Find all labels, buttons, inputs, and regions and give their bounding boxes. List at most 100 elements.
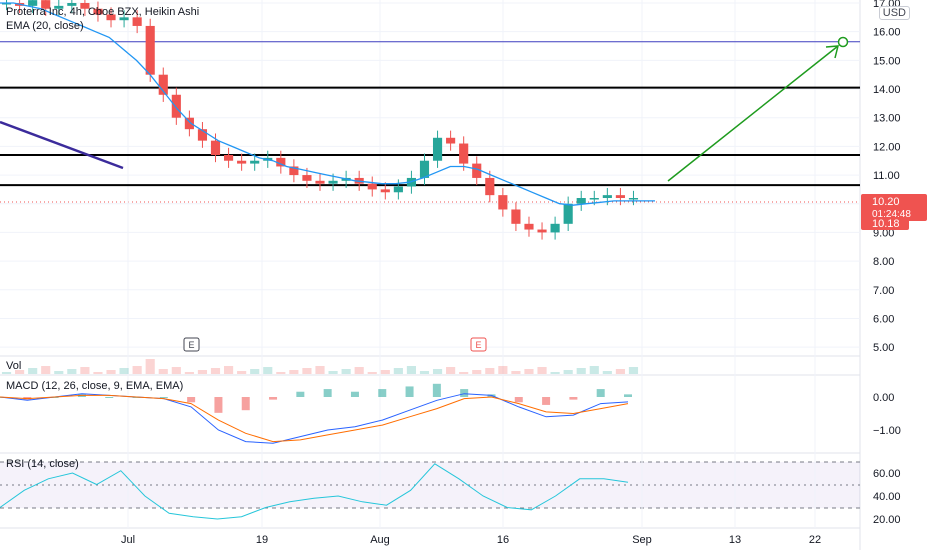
y-tick-label: 16.00 [873, 27, 901, 39]
candle-countdown: 01:24:48 [872, 209, 911, 220]
volume-bar [210, 368, 221, 374]
y-tick-label: 5.00 [873, 342, 894, 354]
x-tick-label: Aug [370, 534, 390, 546]
svg-text:E: E [188, 340, 194, 350]
volume-bar [171, 367, 181, 374]
macd-legend[interactable]: MACD (12, 26, close, 9, EMA, EMA) [6, 380, 184, 392]
volume-bar [132, 366, 142, 374]
projection-arrow[interactable] [667, 45, 839, 182]
volume-bar [380, 370, 390, 374]
macd-histogram-bar [378, 389, 387, 397]
volume-bar [80, 367, 90, 374]
candle [158, 74, 168, 95]
volume-bar [328, 371, 338, 374]
candle [54, 5, 64, 9]
volume-bar [145, 359, 155, 374]
candle [276, 157, 286, 167]
volume-bar [224, 366, 234, 374]
volume-bar [498, 366, 508, 374]
candle [197, 129, 208, 141]
volume-bar [459, 372, 469, 374]
volume-bar [446, 367, 456, 374]
descending-trendline[interactable] [0, 120, 124, 170]
candle [132, 17, 142, 26]
y-tick-label: 13.00 [873, 113, 901, 125]
candle [563, 203, 573, 224]
candle [537, 229, 547, 233]
signal-line [0, 394, 629, 443]
earnings-marker[interactable]: E [183, 337, 200, 352]
volume-bar [250, 369, 260, 374]
y-tick-label: 7.00 [873, 285, 894, 297]
x-tick-label: 19 [256, 534, 268, 546]
y-tick-label: 17.00 [873, 0, 901, 10]
candle [302, 175, 312, 181]
macd-histogram-bar [296, 391, 305, 397]
macd-histogram-bar [159, 397, 168, 398]
macd-histogram-bar [514, 397, 523, 403]
ema-line [0, 2, 655, 206]
earnings-marker-upcoming[interactable]: E [470, 337, 487, 352]
svg-text:E: E [475, 340, 481, 350]
candle [250, 160, 260, 164]
macd-histogram-bar [596, 389, 605, 397]
volume-bar [158, 369, 168, 374]
y-tick-label: 6.00 [873, 313, 894, 325]
volume-bar [563, 370, 573, 374]
macd-histogram-bar [214, 397, 223, 413]
candle [328, 180, 338, 184]
volume-bar [341, 369, 351, 374]
y-tick-label: 8.00 [873, 256, 894, 268]
candle [119, 17, 129, 21]
volume-bar [184, 372, 194, 374]
volume-bar [511, 371, 521, 374]
volume-bar [119, 368, 129, 374]
last-price-tag [861, 194, 927, 221]
candle [459, 143, 469, 164]
candle [28, 0, 38, 6]
candle [419, 160, 430, 178]
candle [576, 198, 586, 204]
macd-histogram-bar [187, 397, 196, 403]
candle [602, 195, 612, 199]
volume-bar [315, 366, 325, 374]
volume-bar [602, 371, 612, 374]
candle [315, 180, 325, 184]
macd-line [0, 393, 629, 444]
volume-bar [550, 372, 560, 374]
volume-legend[interactable]: Vol [6, 360, 22, 372]
rsi-legend[interactable]: RSI (14, close) [6, 458, 79, 470]
anchor-handle-icon[interactable] [837, 36, 849, 48]
volume-bar [419, 371, 430, 374]
volume-bar [197, 370, 208, 374]
macd-y-tick: −1.00 [873, 425, 901, 437]
y-tick-label: 9.00 [873, 227, 894, 239]
macd-histogram-bar [269, 397, 278, 400]
y-tick-label: 11.00 [873, 170, 900, 182]
macd-histogram-bar [323, 389, 332, 397]
volume-bar [237, 371, 247, 374]
second-price-value: 10.18 [872, 218, 900, 230]
ema-legend[interactable]: EMA (20, close) [6, 20, 84, 32]
symbol-legend[interactable]: Proterra Inc, 4h, Cboe BZX, Heikin Ashi [6, 6, 200, 18]
volume-bar [589, 366, 599, 374]
y-tick-label: 15.00 [873, 55, 901, 67]
macd-histogram-bar [350, 391, 359, 397]
macd-histogram-bar [432, 383, 441, 397]
x-tick-label: 16 [497, 534, 509, 546]
currency-badge[interactable]: USD [878, 6, 910, 20]
x-tick-label: 13 [729, 534, 741, 546]
macd-histogram-bar [624, 394, 632, 397]
candle [498, 195, 508, 210]
macd-histogram-bar [542, 397, 551, 405]
volume-bar [615, 369, 625, 374]
volume-bar [67, 369, 77, 374]
candle [380, 189, 390, 193]
volume-bar [472, 370, 482, 374]
volume-bar [93, 372, 103, 374]
arrow-head-icon [825, 45, 839, 59]
y-tick-label: 12.00 [873, 141, 901, 153]
candle [589, 198, 599, 200]
macd-histogram-bar [105, 397, 114, 398]
